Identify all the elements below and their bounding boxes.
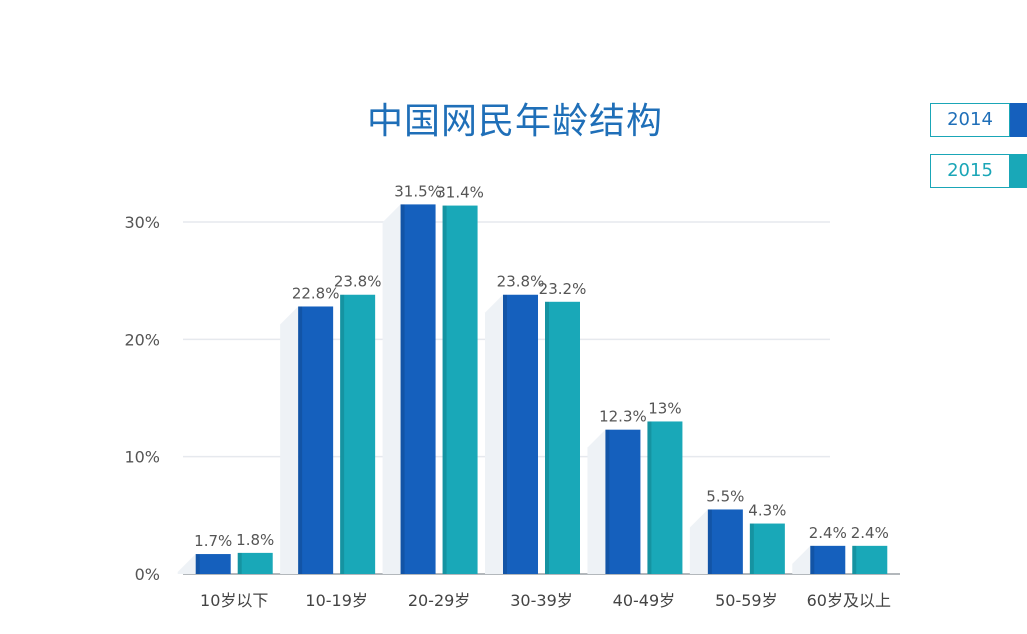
data-label: 2.4% bbox=[809, 524, 847, 542]
bar-2014 bbox=[810, 545, 846, 574]
bar-2014 bbox=[503, 294, 538, 574]
bar-shadow bbox=[177, 554, 196, 574]
data-label: 12.3% bbox=[599, 408, 647, 426]
legend-label-2014: 2014 bbox=[930, 103, 1010, 137]
legend-item-2015: 2015 bbox=[930, 154, 1027, 190]
legend-swatch-2015 bbox=[1010, 154, 1027, 188]
data-label: 23.8% bbox=[497, 273, 545, 291]
data-label: 13% bbox=[648, 399, 681, 417]
data-label: 22.8% bbox=[292, 284, 340, 302]
bar-edge bbox=[340, 294, 345, 574]
data-label: 23.2% bbox=[539, 280, 587, 298]
y-tick-label: 0% bbox=[135, 565, 160, 584]
x-tick-label: 50-59岁 bbox=[715, 591, 778, 610]
data-label: 31.5% bbox=[394, 182, 442, 200]
bar-2014 bbox=[605, 429, 641, 574]
chart-title: 中国网民年龄结构 bbox=[366, 101, 663, 142]
data-label: 23.8% bbox=[334, 273, 382, 291]
bar-2014 bbox=[298, 306, 334, 574]
bar-2015 bbox=[647, 421, 683, 574]
bar-edge bbox=[442, 205, 447, 574]
bar-shadow bbox=[280, 306, 299, 574]
bar-2015 bbox=[852, 545, 888, 574]
x-tick-label: 30-39岁 bbox=[510, 591, 573, 610]
x-tick-label: 40-49岁 bbox=[613, 591, 676, 610]
legend-swatch-2014 bbox=[1010, 103, 1027, 137]
data-label: 1.8% bbox=[236, 531, 274, 549]
bar-shadow bbox=[792, 545, 811, 574]
y-tick-label: 30% bbox=[124, 213, 160, 232]
bar-2015 bbox=[237, 552, 273, 574]
bar-2015 bbox=[442, 205, 478, 574]
data-label: 1.7% bbox=[194, 532, 232, 550]
bar-2014 bbox=[400, 204, 436, 574]
bar-2014 bbox=[707, 509, 743, 574]
bar-edge bbox=[749, 523, 754, 574]
bar-shadow bbox=[587, 429, 606, 574]
bar-2014 bbox=[195, 554, 231, 574]
data-label: 4.3% bbox=[748, 502, 786, 520]
bar-edge bbox=[545, 301, 549, 574]
bar-2015 bbox=[340, 294, 376, 574]
bar-edge bbox=[237, 552, 242, 574]
bar-2015 bbox=[749, 523, 785, 574]
bar-edge bbox=[298, 306, 303, 574]
data-label: 5.5% bbox=[706, 487, 744, 505]
x-tick-label: 10-19岁 bbox=[305, 591, 368, 610]
bar-shadow bbox=[382, 204, 401, 574]
bar-edge bbox=[605, 429, 610, 574]
legend-label-2015: 2015 bbox=[930, 154, 1010, 188]
bar-edge bbox=[707, 509, 712, 574]
y-tick-label: 20% bbox=[124, 330, 160, 349]
bar-edge bbox=[852, 545, 857, 574]
bar-edge bbox=[195, 554, 200, 574]
x-tick-label: 60岁及以上 bbox=[807, 591, 891, 610]
bar-2015 bbox=[545, 301, 580, 574]
bar-edge bbox=[647, 421, 652, 574]
bar-shadow bbox=[485, 294, 503, 574]
x-tick-label: 20-29岁 bbox=[408, 591, 471, 610]
bar-edge bbox=[810, 545, 815, 574]
data-label: 2.4% bbox=[851, 524, 889, 542]
bar-edge bbox=[503, 294, 507, 574]
data-label: 31.4% bbox=[436, 184, 484, 202]
bar-shadow bbox=[689, 509, 708, 574]
legend-item-2014: 2014 bbox=[930, 103, 1027, 139]
x-tick-label: 10岁以下 bbox=[200, 591, 268, 610]
bar-edge bbox=[400, 204, 405, 574]
y-tick-label: 10% bbox=[124, 448, 160, 467]
